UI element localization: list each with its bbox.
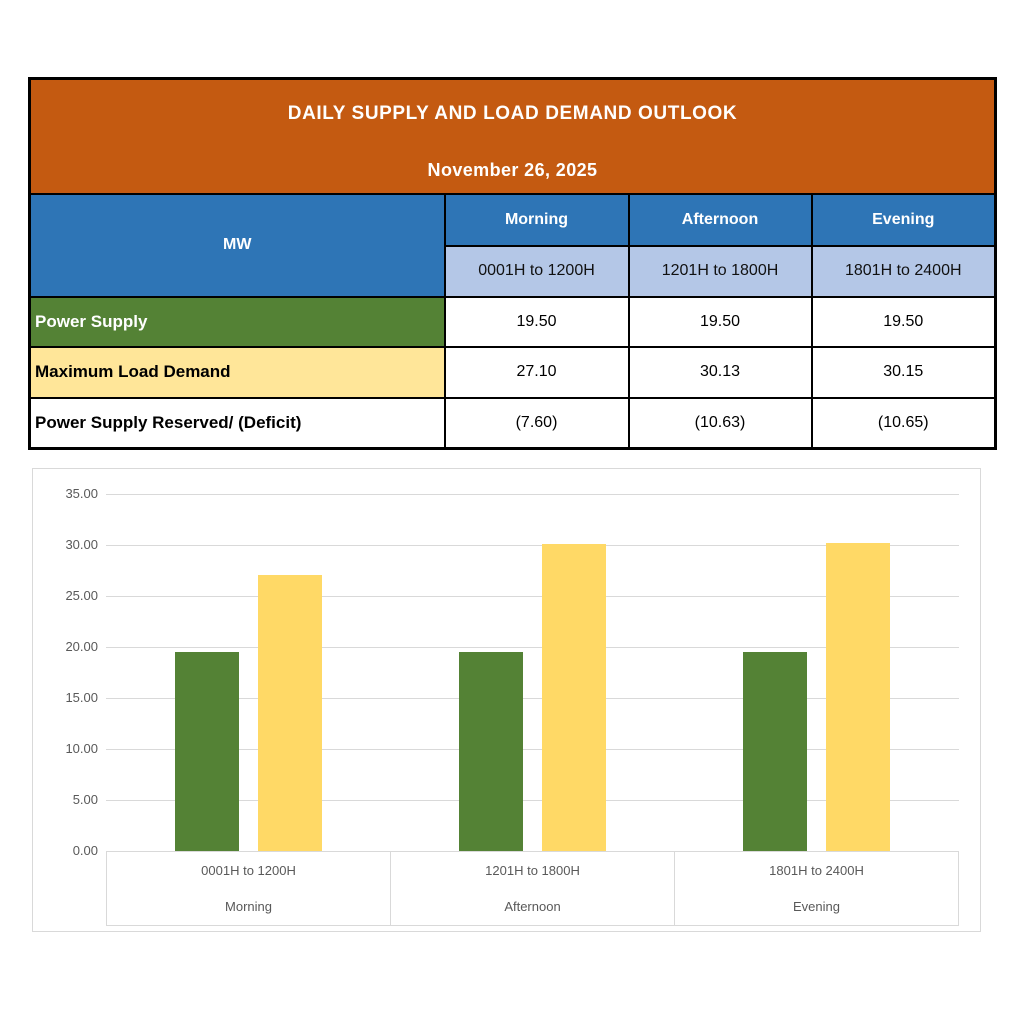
y-axis-label-30: 30.00	[65, 537, 98, 552]
gridline-15	[106, 698, 959, 699]
category-cell-1: 1201H to 1800H Afternoon	[390, 852, 674, 925]
y-axis-label-35: 35.00	[65, 486, 98, 501]
reserve-afternoon: (10.63)	[627, 396, 813, 450]
gridline-30	[106, 545, 959, 546]
col-header-evening: Evening	[810, 192, 997, 247]
category-group-label-1: Afternoon	[504, 899, 561, 915]
range-evening: 1801H to 2400H	[810, 244, 997, 298]
max-load-evening: 30.15	[810, 345, 997, 399]
y-axis-label-5: 5.00	[72, 792, 98, 807]
power-supply-evening: 19.50	[810, 295, 997, 348]
col-header-morning: Morning	[443, 192, 630, 247]
range-afternoon: 1201H to 1800H	[627, 244, 813, 298]
title-wrap: DAILY SUPPLY AND LOAD DEMAND OUTLOOK Nov…	[32, 81, 994, 182]
y-axis-label-0: 0.00	[72, 843, 98, 858]
bar-maximum-load-demand-1	[542, 543, 606, 851]
row-label-reserve-deficit: Power Supply Reserved/ (Deficit)	[28, 396, 446, 450]
range-morning: 0001H to 1200H	[443, 244, 630, 298]
category-group-label-2: Evening	[793, 899, 840, 915]
category-cell-2: 1801H to 2400H Evening	[674, 852, 958, 925]
row-label-max-load-demand: Maximum Load Demand	[28, 345, 446, 399]
col-header-afternoon: Afternoon	[627, 192, 813, 247]
max-load-morning: 27.10	[443, 345, 630, 399]
category-range-label-0: 0001H to 1200H	[201, 862, 296, 878]
table-title: DAILY SUPPLY AND LOAD DEMAND OUTLOOK	[287, 103, 738, 124]
power-supply-afternoon: 19.50	[627, 295, 813, 348]
category-group-label-0: Morning	[225, 899, 272, 915]
gridline-5	[106, 800, 959, 801]
bar-maximum-load-demand-2	[826, 543, 891, 851]
title-row: DAILY SUPPLY AND LOAD DEMAND OUTLOOK Nov…	[28, 77, 997, 195]
gridline-25	[106, 596, 959, 597]
y-axis-label-20: 20.00	[65, 639, 98, 654]
title-band: DAILY SUPPLY AND LOAD DEMAND OUTLOOK Nov…	[28, 77, 997, 195]
category-range-label-1: 1201H to 1800H	[485, 862, 580, 878]
unit-header-cell: MW	[28, 192, 446, 298]
max-load-afternoon: 30.13	[627, 345, 813, 399]
bar-maximum-load-demand-0	[257, 574, 322, 851]
category-axis: 0001H to 1200H Morning 1201H to 1800H After…	[106, 851, 959, 926]
gridline-20	[106, 647, 959, 648]
table-row-max-load-demand: Maximum Load Demand 27.10 30.13 30.15	[28, 345, 997, 399]
bar-power-supply-2	[743, 652, 808, 851]
reserve-evening: (10.65)	[810, 396, 997, 450]
bar-power-supply-1	[459, 652, 523, 851]
row-label-power-supply: Power Supply	[28, 295, 446, 348]
category-range-label-2: 1801H to 2400H	[769, 862, 864, 878]
y-axis-label-25: 25.00	[65, 588, 98, 603]
table-row-power-supply: Power Supply 19.50 19.50 19.50	[28, 295, 997, 348]
supply-demand-chart: 0.00 5.00 10.00 15.00 20.00 25.00 30.00 35.00 00…	[32, 468, 981, 932]
table-date: November 26, 2025	[427, 160, 598, 180]
outlook-table: DAILY SUPPLY AND LOAD DEMAND OUTLOOK Nov…	[28, 77, 997, 450]
range-header-row: 0001H to 1200H 1201H to 1800H 1801H to 2…	[30, 244, 997, 298]
category-cell-0: 0001H to 1200H Morning	[107, 852, 390, 925]
power-supply-morning: 19.50	[443, 295, 630, 348]
table-row-reserve-deficit: Power Supply Reserved/ (Deficit) (7.60) …	[28, 396, 997, 450]
period-header-row: MW Morning Afternoon Evening	[28, 192, 997, 298]
bar-power-supply-0	[174, 652, 239, 851]
reserve-morning: (7.60)	[443, 396, 630, 450]
gridline-10	[106, 749, 959, 750]
y-axis-label-10: 10.00	[65, 741, 98, 756]
gridline-35	[106, 494, 959, 495]
y-axis-label-15: 15.00	[65, 690, 98, 705]
